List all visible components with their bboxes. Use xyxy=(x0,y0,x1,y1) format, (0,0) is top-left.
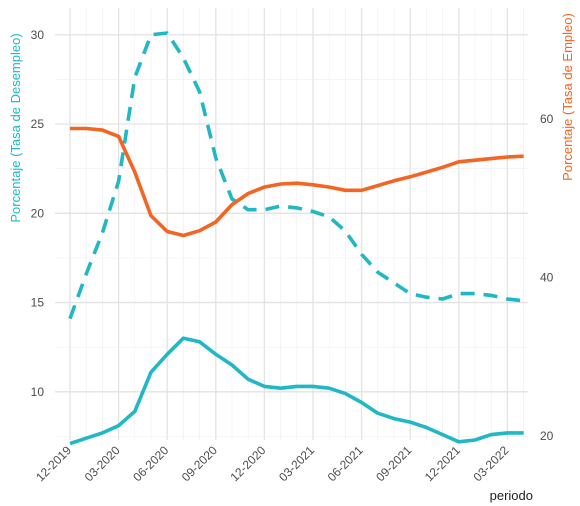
grid xyxy=(55,8,528,440)
y-left-tick-label: 30 xyxy=(31,28,45,42)
x-tick-label: 12-2021 xyxy=(422,443,463,484)
series-line-unemployment-dashed xyxy=(68,31,524,320)
y-right-tick-label: 40 xyxy=(540,271,554,285)
x-axis-title: periodo xyxy=(490,488,533,503)
series-line-employment xyxy=(70,126,524,238)
x-tick-label: 09-2021 xyxy=(373,443,414,484)
x-tick-label: 06-2021 xyxy=(325,443,366,484)
x-tick-label: 09-2020 xyxy=(179,443,220,484)
y-axis-right-title: Porcentaje (Tasa de Empleo) xyxy=(560,13,575,181)
y-left-tick-label: 20 xyxy=(31,206,45,220)
series-lines xyxy=(68,31,524,446)
y-left-tick-label: 25 xyxy=(31,117,45,131)
x-tick-label: 12-2020 xyxy=(227,443,268,484)
x-tick-label: 03-2022 xyxy=(470,443,511,484)
x-tick-label: 03-2021 xyxy=(276,443,317,484)
x-tick-label: 12-2019 xyxy=(33,443,74,484)
y-right-tick-label: 20 xyxy=(540,429,554,443)
y-axis-left-title: Porcentaje (Tasa de Desempleo) xyxy=(8,33,23,222)
y-left-tick-label: 10 xyxy=(31,385,45,399)
series-line-unemployment xyxy=(69,336,524,446)
x-tick-label: 06-2020 xyxy=(130,443,171,484)
y-left-tick-label: 15 xyxy=(31,296,45,310)
y-right-tick-label: 60 xyxy=(540,112,554,126)
x-tick-label: 03-2020 xyxy=(82,443,123,484)
